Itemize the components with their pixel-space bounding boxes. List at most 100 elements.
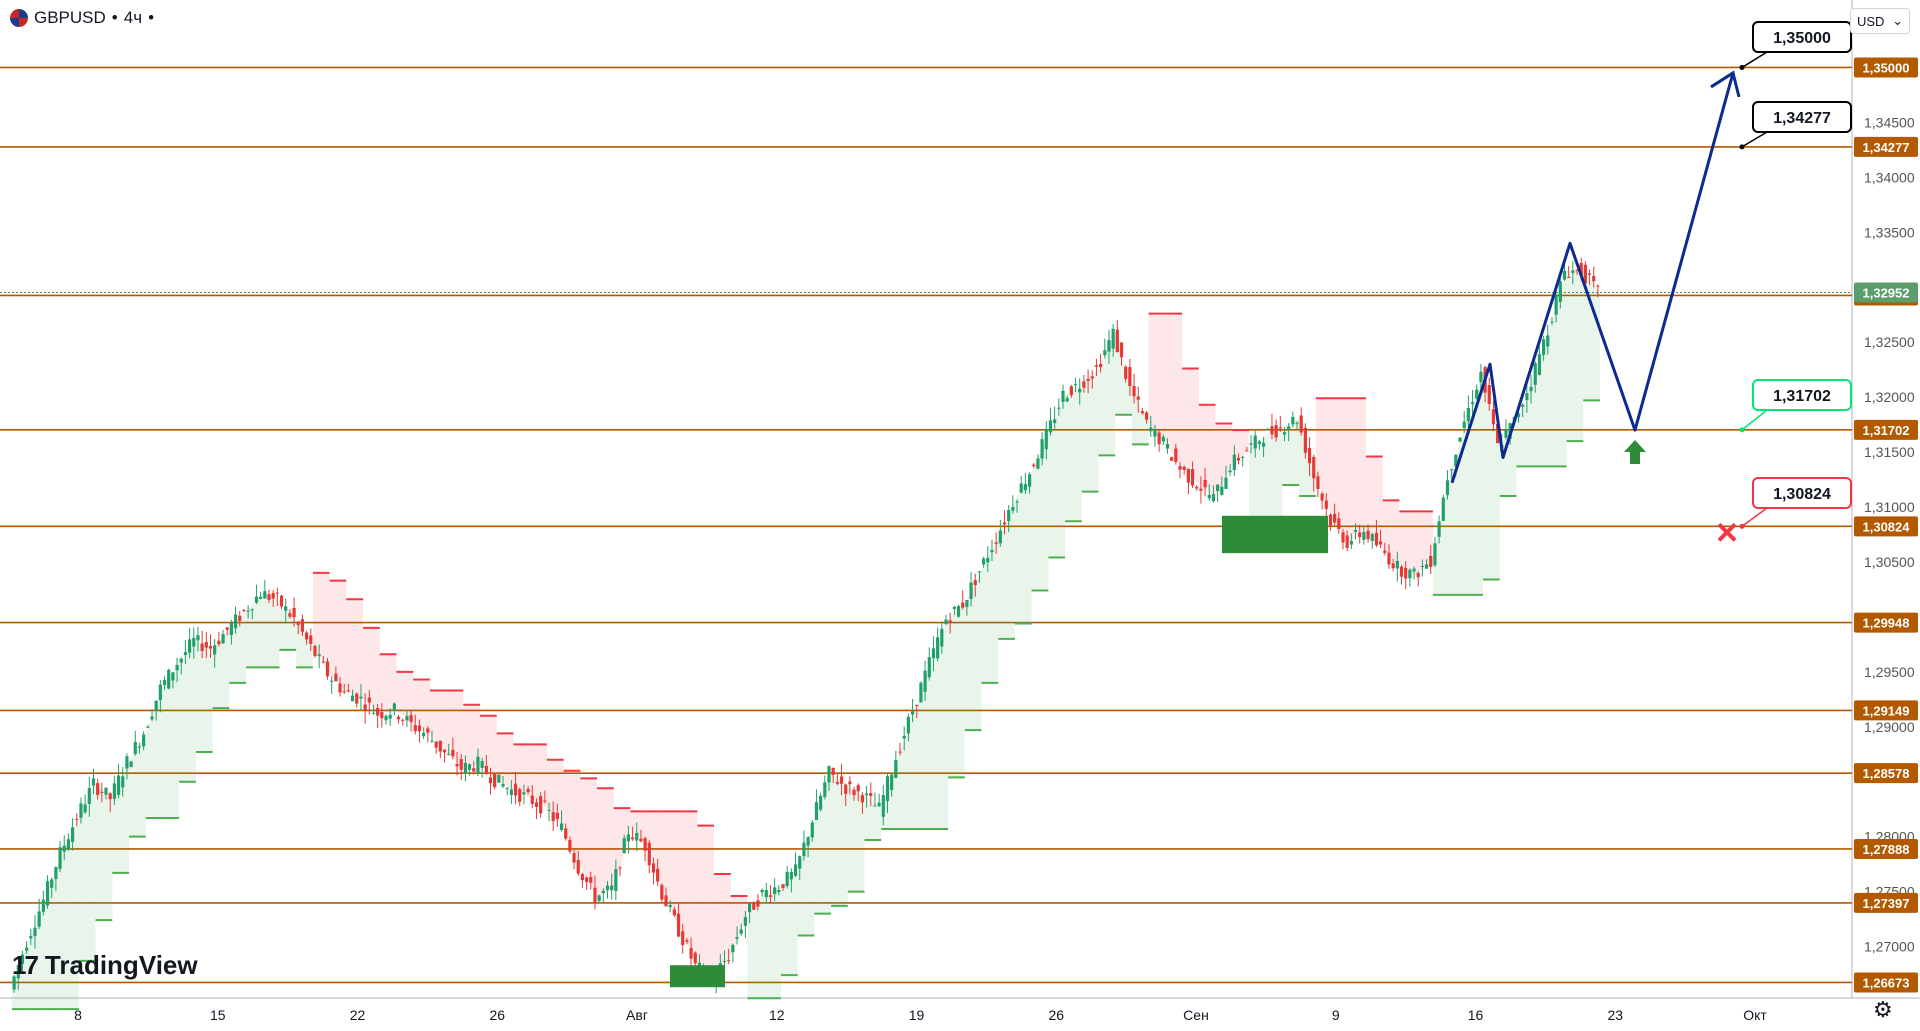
candle-body <box>1165 443 1170 449</box>
level-price-label: 1,27888 <box>1863 842 1910 857</box>
level-price-tag <box>1854 136 1918 157</box>
candle-body <box>1579 263 1583 276</box>
candle-body <box>743 917 748 926</box>
supertrend-fill <box>931 619 949 829</box>
level-price-tag <box>1854 838 1918 859</box>
candle-body <box>940 628 944 647</box>
candle-body <box>977 571 982 573</box>
symbol-header[interactable]: GBPUSD • 4ч • <box>10 8 154 28</box>
currency-selector[interactable]: USD ⌄ <box>1850 8 1910 34</box>
tradingview-logo[interactable]: 17 TradingView <box>12 950 198 981</box>
candle-body <box>409 714 413 722</box>
supertrend-fill <box>496 733 514 791</box>
candle-body <box>108 793 112 800</box>
supertrend-fill <box>680 811 698 967</box>
candle-body <box>731 944 735 953</box>
candle-body <box>1027 474 1032 487</box>
candle-body <box>1178 466 1182 470</box>
candle-body <box>1011 507 1015 511</box>
candle-body <box>142 734 146 747</box>
candle-body <box>1387 552 1391 565</box>
candle-body <box>869 793 873 797</box>
candle-body <box>1529 387 1533 392</box>
candle-body <box>614 869 618 891</box>
candle-body <box>1462 421 1466 428</box>
y-tick-label: 1,32000 <box>1864 389 1915 405</box>
candle-body <box>936 637 940 659</box>
supertrend-fill <box>964 570 982 731</box>
candle-body <box>1596 285 1600 287</box>
symbol-name: GBPUSD <box>34 8 106 27</box>
candle-body <box>773 887 777 894</box>
supertrend-fill <box>1315 398 1333 521</box>
candle-body <box>37 911 41 927</box>
candle-body <box>848 781 852 785</box>
candle-body <box>1015 501 1019 503</box>
supertrend-fill <box>1432 476 1450 595</box>
level-price-tag <box>1854 57 1918 78</box>
candle-body <box>221 634 225 644</box>
candle-body <box>121 776 125 788</box>
candle-body <box>384 715 388 721</box>
candle-body <box>1345 535 1349 548</box>
candle-body <box>518 789 522 802</box>
y-tick-label: 1,32500 <box>1864 334 1915 350</box>
supertrend-fill <box>1449 421 1467 595</box>
candle-body <box>455 763 459 767</box>
candle-body <box>162 679 167 685</box>
candle-body <box>1445 480 1450 496</box>
candle-body <box>25 947 29 951</box>
candle-body <box>1312 456 1316 479</box>
candle-body <box>651 863 656 873</box>
gear-icon[interactable]: ⚙ <box>1873 997 1893 1022</box>
candle-body <box>217 640 221 645</box>
candle-body <box>41 899 45 912</box>
supertrend-fill <box>647 811 664 894</box>
candle-body <box>1266 428 1270 431</box>
level-price-label: 1,31702 <box>1863 423 1910 438</box>
candle-body <box>225 627 229 630</box>
candle-body <box>585 877 589 883</box>
y-tick-label: 1,31000 <box>1864 499 1915 515</box>
supertrend-fill <box>897 710 915 829</box>
candle-body <box>952 606 956 609</box>
y-tick-label: 1,33500 <box>1864 224 1915 240</box>
candle-body <box>70 827 75 842</box>
candle-body <box>1224 477 1228 489</box>
supertrend-fill <box>613 808 631 890</box>
candle-body <box>330 680 334 682</box>
candle-body <box>200 643 204 651</box>
candle-body <box>998 530 1002 544</box>
level-price-label: 1,29149 <box>1863 703 1910 718</box>
candle-body <box>472 768 476 772</box>
candle-body <box>898 751 902 753</box>
candle-body <box>79 803 83 818</box>
candle-body <box>589 877 593 883</box>
candle-body <box>91 778 96 786</box>
candle-body <box>66 839 71 850</box>
candle-body <box>915 704 919 706</box>
supertrend-fill <box>697 825 715 979</box>
supertrend-fill <box>1299 417 1316 497</box>
candle-body <box>104 787 108 795</box>
candle-body <box>572 853 576 863</box>
candle-body <box>1537 354 1542 375</box>
callout-anchor <box>1739 427 1745 433</box>
candle-body <box>1391 563 1395 569</box>
candle-body <box>1136 396 1140 400</box>
candle-body <box>1220 486 1224 495</box>
supertrend-fill <box>396 671 414 725</box>
candle-body <box>814 802 819 820</box>
candle-body <box>1291 416 1295 425</box>
candle-body <box>1257 441 1262 444</box>
candle-body <box>610 885 614 891</box>
supertrend-fill <box>630 811 648 846</box>
candle-body <box>1366 530 1370 540</box>
candle-body <box>1337 518 1341 529</box>
candle-body <box>401 719 405 721</box>
candle-body <box>810 822 814 838</box>
candle-body <box>338 683 342 693</box>
callout-box <box>1752 21 1852 53</box>
supertrend-fill <box>1081 368 1099 492</box>
